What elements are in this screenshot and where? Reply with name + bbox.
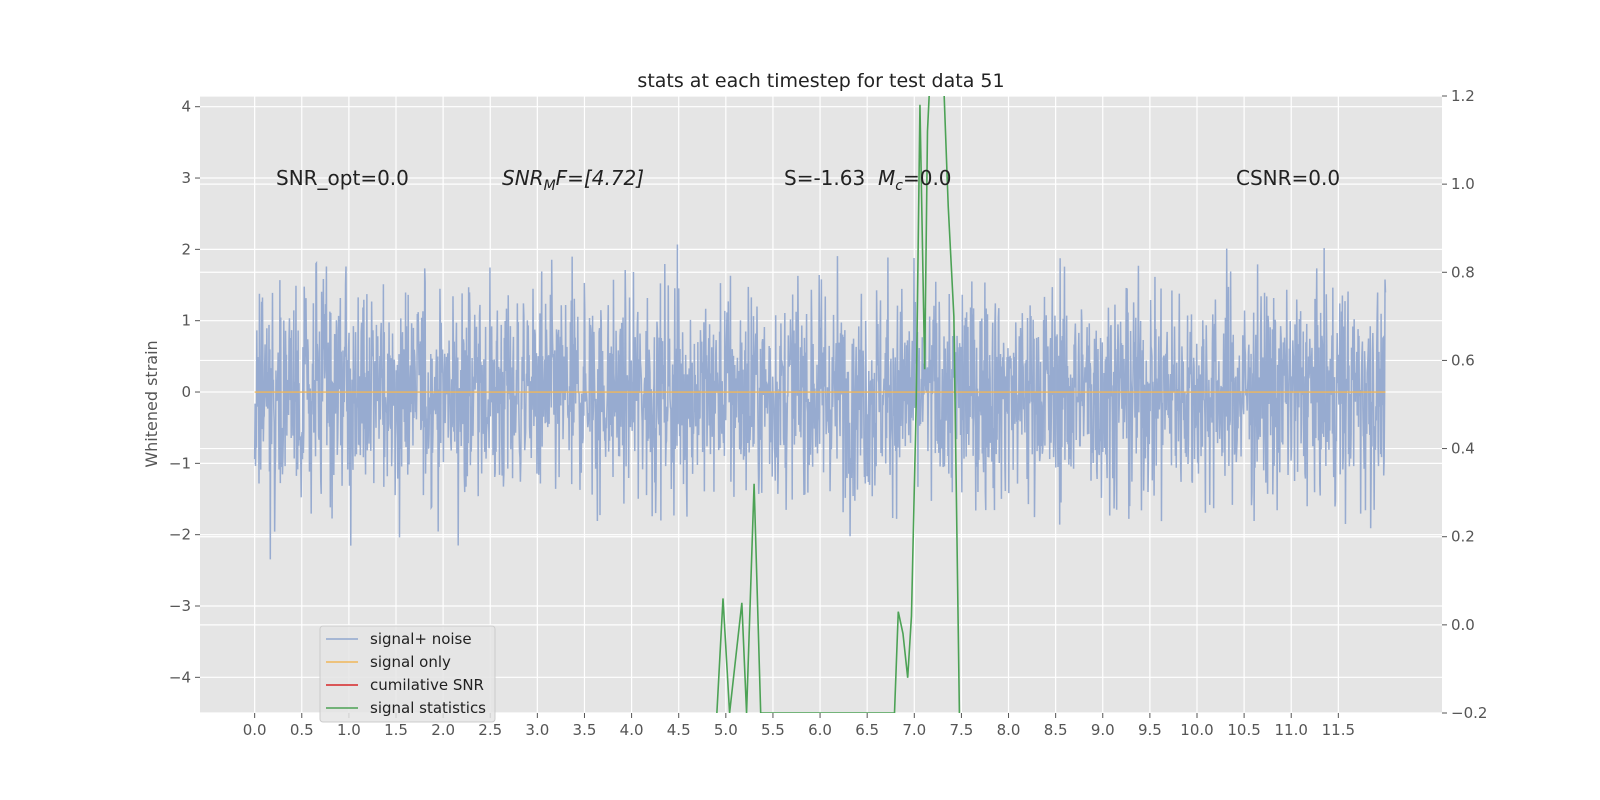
series-signal-noise-line xyxy=(253,244,1387,560)
x-tick-label: 6.0 xyxy=(808,721,832,739)
left-y-tick-label: 2 xyxy=(181,240,191,258)
y-axis-label-left: Whitened strain xyxy=(142,340,161,467)
x-tick-label: 8.5 xyxy=(1044,721,1068,739)
annotation-csnr: CSNR=0.0 xyxy=(1236,166,1340,190)
x-tick-label: 3.0 xyxy=(525,721,549,739)
x-tick-label: 8.0 xyxy=(997,721,1021,739)
legend: signal+ noise signal only cumilative SNR… xyxy=(319,625,496,723)
right-y-tick-label: 0.0 xyxy=(1451,616,1475,634)
annotation-mc-sub: c xyxy=(895,178,903,194)
x-tick-label: 3.5 xyxy=(573,721,597,739)
x-tick-label: 7.0 xyxy=(902,721,926,739)
annotation-s-stat: S=-1.63 xyxy=(784,166,865,190)
x-tick-label: 7.5 xyxy=(949,721,973,739)
right-y-tick-label: 0.4 xyxy=(1451,440,1475,458)
left-y-tick-label: 1 xyxy=(181,312,191,330)
annotation-snr-opt: SNR_opt=0.0 xyxy=(276,166,409,190)
annotation-snr-mf-prefix: SNR xyxy=(502,166,544,190)
chart-title: stats at each timestep for test data 51 xyxy=(637,70,1004,92)
legend-label-signal-statistics: signal statistics xyxy=(370,699,486,717)
left-y-tick-label: −3 xyxy=(169,597,191,615)
x-tick-label: 9.0 xyxy=(1091,721,1115,739)
right-y-tick-label: 0.6 xyxy=(1451,351,1475,369)
right-y-tick-label: −0.2 xyxy=(1451,704,1487,722)
x-tick-label: 11.0 xyxy=(1275,721,1308,739)
x-tick-label: 10.5 xyxy=(1227,721,1260,739)
annotation-mc-suffix: =0.0 xyxy=(903,166,952,190)
x-tick-label: 10.0 xyxy=(1180,721,1213,739)
left-y-tick-label: −1 xyxy=(169,454,191,472)
legend-label-signal-only: signal only xyxy=(370,653,451,671)
right-y-axis-ticks: −0.2 0.0 0.2 0.4 0.6 0.8 1.0 1.2 xyxy=(1442,87,1487,722)
x-tick-label: 6.5 xyxy=(855,721,879,739)
x-axis-ticks: 0.0 0.5 1.0 1.5 2.0 2.5 3.0 3.5 4.0 4.5 5.0 5.5 6.0 6… xyxy=(243,713,1355,739)
left-y-tick-label: −2 xyxy=(169,526,191,544)
right-y-tick-label: 1.0 xyxy=(1451,175,1475,193)
x-tick-label: 0.5 xyxy=(290,721,314,739)
x-tick-label: 5.5 xyxy=(761,721,785,739)
left-y-tick-label: −4 xyxy=(169,668,191,686)
x-tick-label: 4.0 xyxy=(620,721,644,739)
x-tick-label: 2.5 xyxy=(478,721,502,739)
annotation-snr-mf-sub: M xyxy=(544,178,556,194)
x-tick-label: 0.0 xyxy=(243,721,267,739)
x-tick-label: 2.0 xyxy=(431,721,455,739)
legend-box xyxy=(319,625,496,723)
x-tick-label: 11.5 xyxy=(1322,721,1355,739)
right-y-tick-label: 1.2 xyxy=(1451,87,1475,105)
annotation-mc: Mc=0.0 xyxy=(878,166,952,194)
x-tick-label: 1.0 xyxy=(337,721,361,739)
right-y-tick-label: 0.8 xyxy=(1451,263,1475,281)
annotation-snr-mf: SNRMF=[4.72] xyxy=(502,166,644,194)
left-y-tick-label: 0 xyxy=(181,383,191,401)
x-tick-label: 4.5 xyxy=(667,721,691,739)
annotation-mc-prefix: M xyxy=(878,166,895,190)
legend-label-signal-noise: signal+ noise xyxy=(370,630,472,648)
legend-label-cumilative-snr: cumilative SNR xyxy=(370,676,484,694)
x-tick-label: 9.5 xyxy=(1138,721,1162,739)
x-tick-label: 5.0 xyxy=(714,721,738,739)
x-tick-label: 1.5 xyxy=(384,721,408,739)
left-y-axis-ticks: −4 −3 −2 −1 0 1 2 3 4 xyxy=(169,98,200,686)
series-signal-statistics-line xyxy=(716,96,961,713)
left-y-tick-label: 3 xyxy=(181,169,191,187)
right-y-tick-label: 0.2 xyxy=(1451,528,1475,546)
left-y-tick-label: 4 xyxy=(181,98,191,116)
annotation-snr-mf-suffix: F=[4.72] xyxy=(556,166,644,190)
